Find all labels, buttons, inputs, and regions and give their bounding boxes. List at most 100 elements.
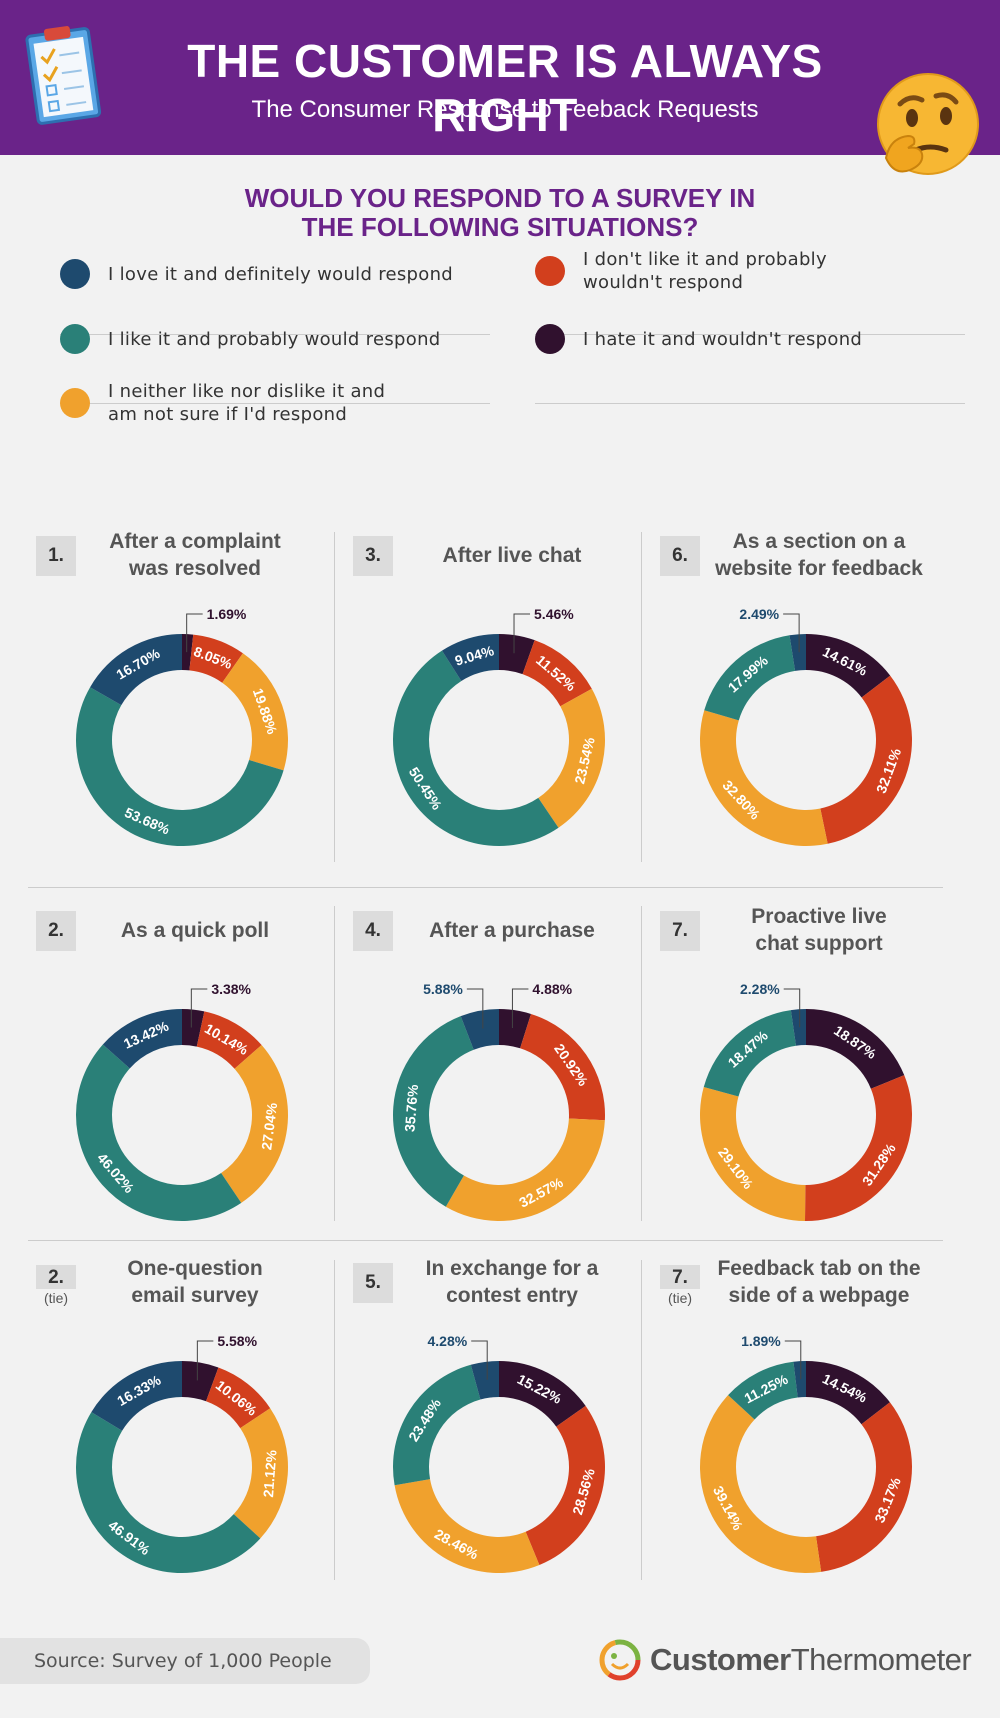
- donut-slice-neither: [538, 688, 605, 828]
- grid-divider: [641, 532, 642, 862]
- legend-label: I like it and probably would respond: [108, 328, 441, 350]
- rank-tie-label: (tie): [43, 1290, 69, 1306]
- grid-divider: [334, 906, 335, 1221]
- donut-slice-like: [76, 1412, 261, 1573]
- question-line-1: WOULD YOU RESPOND TO A SURVEY IN: [244, 183, 756, 213]
- chart-title: Proactive live chat support: [704, 903, 934, 957]
- donut-chart-panel: 7. (tie) Feedback tab on the side of a webp…: [652, 1255, 972, 1605]
- legend-dot-like: [60, 324, 90, 354]
- rank-number: 4.: [365, 920, 381, 941]
- donut-slice-neither: [700, 710, 828, 846]
- rank-badge: 2.: [36, 911, 76, 951]
- rank-badge: 3.: [353, 536, 393, 576]
- callout-line: [186, 613, 203, 653]
- legend-label: I hate it and wouldn't respond: [583, 328, 863, 350]
- donut-slice-hate: [499, 1361, 586, 1427]
- rank-badge: 5.: [353, 1263, 393, 1303]
- rank-tie-label: (tie): [667, 1290, 693, 1306]
- donut-slice-like: [75, 1044, 242, 1221]
- clipboard-checklist-icon: [25, 26, 102, 125]
- legend-item-neither: I neither like nor dislike it and am not …: [60, 380, 385, 426]
- callout-line: [784, 1340, 802, 1380]
- chart-title: As a section on a website for feedback: [704, 528, 934, 582]
- callout-line: [190, 988, 208, 1028]
- source-note: Source: Survey of 1,000 People: [0, 1638, 370, 1684]
- donut-slice-neither: [233, 1408, 288, 1539]
- donut-slice-hate: [806, 1009, 905, 1089]
- donut-slice-hate: [182, 634, 194, 671]
- rank-number: 2.: [48, 920, 64, 941]
- chart-title: In exchange for a contest entry: [397, 1255, 627, 1309]
- chart-title: After a complaint was resolved: [80, 528, 310, 582]
- legend-dot-love: [60, 259, 90, 289]
- callout-line: [513, 613, 531, 654]
- rank-badge: 6.: [660, 536, 700, 576]
- legend-label: I love it and definitely would respond: [108, 263, 454, 285]
- donut-slice-like: [393, 650, 559, 846]
- donut-slice-like: [393, 1364, 481, 1486]
- donut-chart: 20.92%32.57%35.76%4.88%5.88%: [393, 981, 605, 1221]
- legend-dot-hate: [535, 324, 565, 354]
- donut-chart-panel: 4. After a purchase 20.92% 32.57% 35.76% 4.88…: [345, 903, 665, 1253]
- donut-chart-panel: 5. In exchange for a contest entry 15.22% 28…: [345, 1255, 665, 1605]
- rank-number: 7.: [672, 920, 688, 941]
- brand-name: CustomerThermometer: [650, 1642, 972, 1677]
- rank-number: 7.: [660, 1265, 700, 1289]
- slice-value-label: 2.28%: [740, 981, 780, 997]
- slice-value-label: 2.49%: [739, 606, 779, 622]
- legend-divider: [60, 403, 490, 404]
- slice-value-label: 1.89%: [741, 1333, 781, 1349]
- callout-line: [783, 988, 801, 1028]
- slice-value-label: 4.28%: [428, 1333, 468, 1349]
- donut-chart: 10.14%27.04%46.02%13.42%3.38%: [75, 981, 288, 1221]
- donut-slice-love: [790, 1009, 806, 1046]
- grid-divider: [28, 887, 943, 888]
- legend-label: I neither like nor dislike it and am not …: [108, 381, 386, 425]
- callout-line: [511, 988, 529, 1029]
- donut-chart: 11.52%23.54%50.45%9.04%5.46%: [393, 606, 605, 846]
- rank-badge: 2. (tie): [36, 1263, 76, 1306]
- donut-slice-love: [102, 1009, 182, 1069]
- chart-title-line: Feedback tab on the: [717, 1257, 921, 1280]
- chart-title: After live chat: [397, 542, 627, 569]
- chart-title-line: As a quick poll: [120, 919, 270, 942]
- donut-slice-neither: [394, 1479, 540, 1573]
- legend: I love it and definitely would respond I…: [60, 249, 965, 476]
- chart-title-line: chat support: [755, 932, 883, 955]
- legend-divider: [535, 403, 965, 404]
- donut-chart-panel: 1. After a complaint was resolved 8.05% 19.8…: [28, 528, 348, 878]
- donut-slice-neither: [222, 653, 288, 771]
- donut-slice-dislike: [820, 675, 912, 844]
- slice-value-label: 3.38%: [211, 981, 251, 997]
- donut-slice-neither: [700, 1087, 806, 1221]
- slice-value-label: 5.46%: [534, 606, 574, 622]
- callout-line: [466, 988, 484, 1029]
- chart-title: As a quick poll: [80, 917, 310, 944]
- grid-divider: [28, 1240, 943, 1241]
- donut-slice-hate: [499, 1009, 531, 1049]
- donut-slice-dislike: [189, 634, 243, 683]
- page-title: THE CUSTOMER IS ALWAYS RIGHT: [187, 35, 823, 141]
- legend-divider: [60, 334, 490, 335]
- grid-divider: [641, 1260, 642, 1580]
- donut-slice-dislike: [522, 640, 592, 707]
- callout-line: [471, 1340, 488, 1380]
- donut-slice-dislike: [525, 1405, 605, 1566]
- donut-slice-like: [393, 1016, 474, 1207]
- rank-badge: 7. (tie): [660, 1263, 700, 1306]
- donut-slice-hate: [182, 1361, 219, 1402]
- chart-title-line: Proactive live: [751, 905, 887, 928]
- donut-chart-panel: 6. As a section on a website for feedback 1…: [652, 528, 972, 878]
- slice-value-label: 1.69%: [207, 606, 247, 622]
- donut-slice-hate: [806, 634, 891, 698]
- donut-slice-love: [793, 1361, 806, 1398]
- rank-number: 6.: [672, 545, 688, 566]
- donut-chart-panel: 2. (tie) One-question email survey 10.06% 21.…: [28, 1255, 348, 1605]
- donut-slice-love: [90, 634, 182, 706]
- callout-line: [783, 613, 800, 653]
- donut-slice-neither: [221, 1045, 288, 1203]
- donut-slice-dislike: [206, 1367, 271, 1429]
- chart-title-line: In exchange for a: [425, 1257, 599, 1280]
- chart-title-line: website for feedback: [715, 557, 923, 580]
- donut-chart: 14.54%33.17%39.14%11.25%1.89%: [700, 1333, 912, 1573]
